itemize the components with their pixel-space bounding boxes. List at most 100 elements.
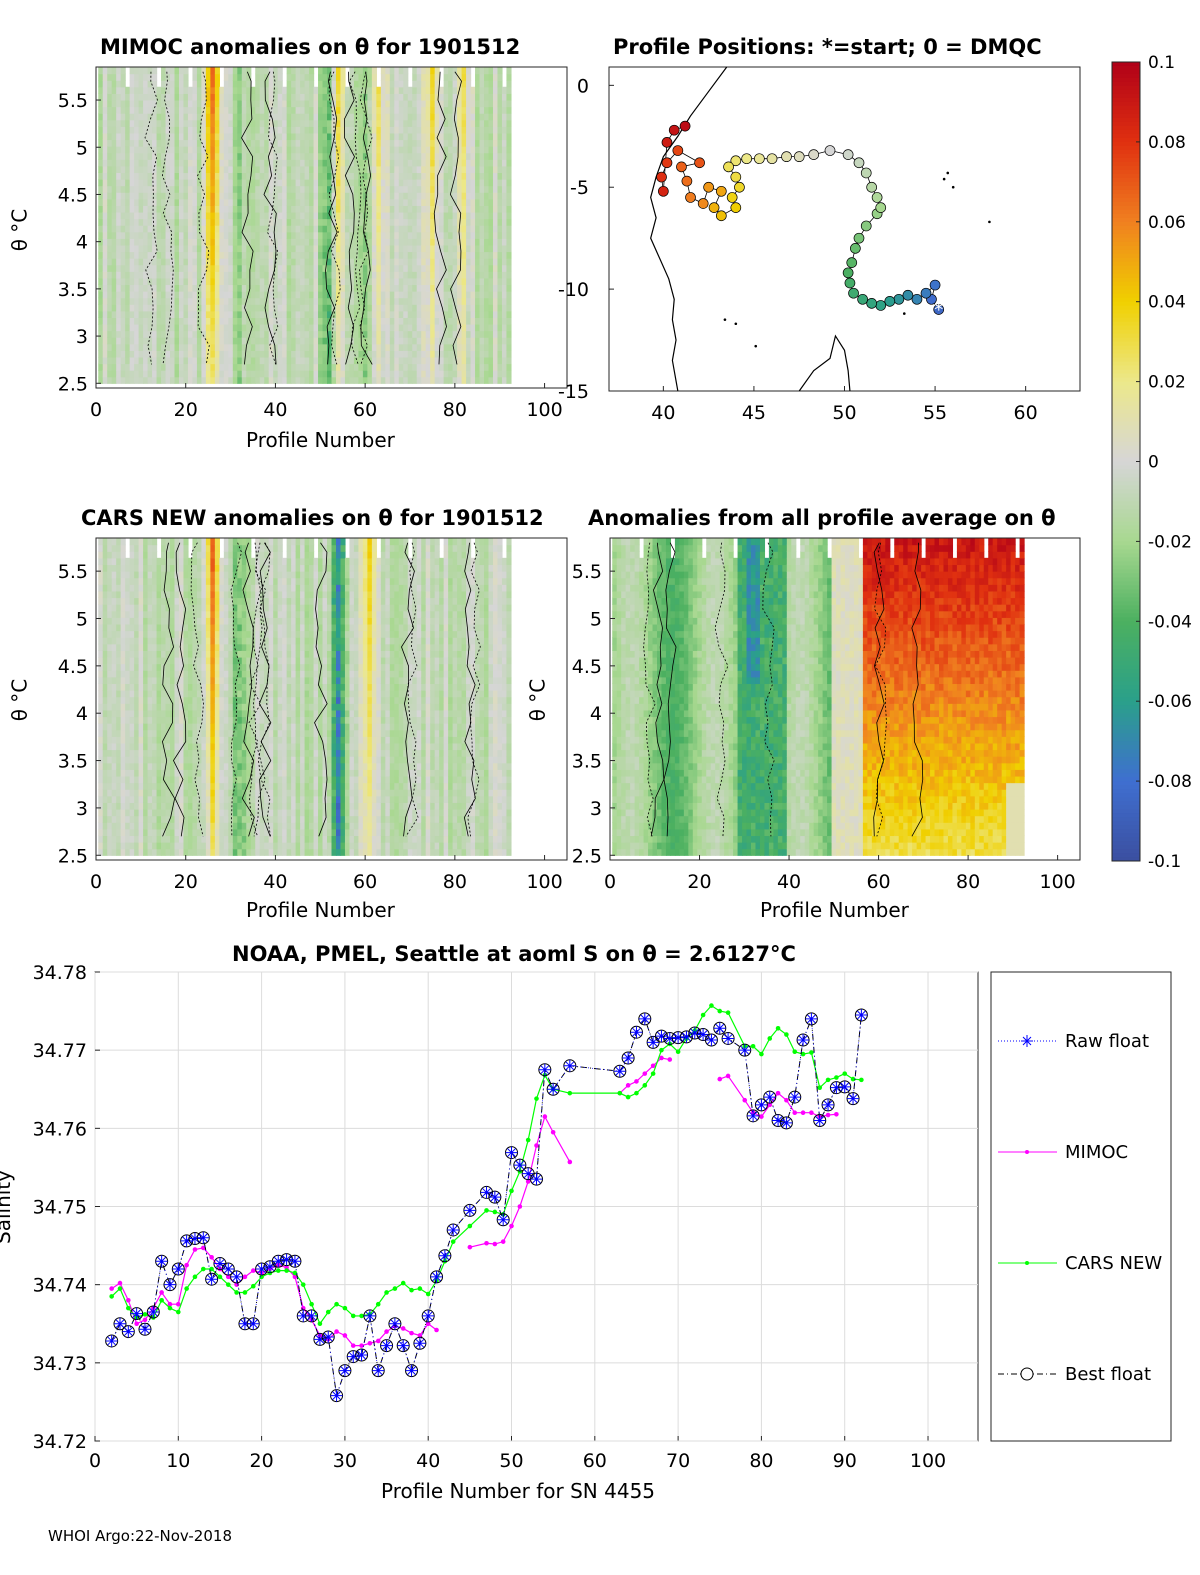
heatmap-cell <box>129 756 135 764</box>
heatmap-cell <box>143 690 149 698</box>
heatmap-cell <box>416 73 422 81</box>
heatmap-cell <box>111 789 117 797</box>
heatmap-cell <box>479 218 485 226</box>
heatmap-cell <box>479 211 485 220</box>
heatmap-cell <box>120 538 126 546</box>
heatmap-cell <box>394 152 400 160</box>
heatmap-cell <box>98 277 104 286</box>
heatmap-cell <box>264 310 270 318</box>
heatmap-cell <box>102 304 108 312</box>
heatmap-cell <box>313 343 319 351</box>
heatmap-cell <box>120 656 126 665</box>
heatmap-cell <box>165 323 171 332</box>
heatmap-cell <box>358 126 364 134</box>
heatmap-cell <box>421 67 427 75</box>
heatmap-cell <box>237 350 243 358</box>
heatmap-cell <box>219 244 225 253</box>
heatmap-cell <box>300 350 306 358</box>
heatmap-cell <box>210 284 216 292</box>
heatmap-cell <box>313 99 319 108</box>
heatmap-cell <box>129 835 135 843</box>
heatmap-cell <box>116 683 122 691</box>
heatmap-cell <box>421 165 427 174</box>
heatmap-cell <box>129 656 135 665</box>
heatmap-cell <box>102 132 108 141</box>
heatmap-cell <box>129 205 135 213</box>
heatmap-cell <box>403 297 409 305</box>
heatmap-cell <box>506 192 512 200</box>
heatmap-cell <box>295 251 301 259</box>
heatmap-cell <box>165 376 171 384</box>
heatmap-cell <box>367 271 373 279</box>
heatmap-cell <box>201 185 207 193</box>
heatmap-cell <box>484 132 490 141</box>
heatmap-cell <box>134 663 140 671</box>
heatmap-cell <box>228 165 234 174</box>
heatmap-cell <box>147 304 153 312</box>
heatmap-cell <box>475 93 481 101</box>
heatmap-cell <box>232 165 238 174</box>
heatmap-cell <box>187 185 194 193</box>
heatmap-cell <box>246 238 252 246</box>
heatmap-cell <box>497 113 503 121</box>
heatmap-cell <box>309 370 315 378</box>
heatmap-cell <box>156 218 162 226</box>
heatmap-cell <box>327 258 333 266</box>
heatmap-cell <box>170 343 176 351</box>
heatmap-cell <box>273 106 279 114</box>
heatmap-cell <box>129 192 135 200</box>
heatmap-cell <box>143 80 149 88</box>
heatmap-cell <box>282 225 288 233</box>
heatmap-cell <box>116 67 122 75</box>
heatmap-cell <box>268 225 274 233</box>
heatmap-cell <box>457 126 463 134</box>
heatmap-cell <box>134 192 140 200</box>
heatmap-cell <box>322 370 328 378</box>
heatmap-cell <box>282 330 288 338</box>
heatmap-cell <box>111 317 117 325</box>
heatmap-cell <box>452 179 458 187</box>
heatmap-cell <box>344 376 351 384</box>
heatmap-cell <box>116 822 122 830</box>
heatmap-cell <box>389 330 395 338</box>
heatmap-cell <box>448 297 454 305</box>
heatmap-cell <box>313 277 319 286</box>
heatmap-cell <box>300 185 306 193</box>
heatmap-cell <box>335 264 342 272</box>
heatmap-cell <box>250 139 256 147</box>
heatmap-cell <box>439 139 445 147</box>
heatmap-cell <box>250 152 256 160</box>
heatmap-cell <box>156 179 162 187</box>
heatmap-cell <box>107 139 113 147</box>
heatmap-cell <box>318 113 324 121</box>
heatmap-cell <box>192 192 198 200</box>
heatmap-cell <box>273 218 279 226</box>
heatmap-cell <box>178 330 185 338</box>
heatmap-cell <box>430 165 436 174</box>
heatmap-cell <box>102 762 108 770</box>
heatmap-cell <box>237 152 243 160</box>
heatmap-cell <box>501 146 508 154</box>
heatmap-cell <box>147 789 153 797</box>
heatmap-cell <box>223 99 229 108</box>
heatmap-cell <box>277 376 283 384</box>
heatmap-cell <box>380 297 386 305</box>
heatmap-cell <box>425 225 431 233</box>
heatmap-cell <box>421 211 427 220</box>
heatmap-cell <box>143 264 149 272</box>
heatmap-cell <box>367 119 373 127</box>
heatmap-cell <box>358 146 364 154</box>
heatmap-cell <box>120 343 126 351</box>
heatmap-cell <box>223 244 229 253</box>
heatmap-cell <box>161 211 167 220</box>
heatmap-cell <box>138 238 144 246</box>
heatmap-cell <box>138 775 144 784</box>
heatmap-cell <box>461 356 467 365</box>
heatmap-cell <box>125 271 131 279</box>
heatmap-cell <box>138 152 144 160</box>
heatmap-cell <box>358 231 364 239</box>
heatmap-cell <box>367 86 373 94</box>
heatmap-cell <box>349 159 355 167</box>
heatmap-cell <box>98 683 104 691</box>
heatmap-cell <box>183 139 189 147</box>
